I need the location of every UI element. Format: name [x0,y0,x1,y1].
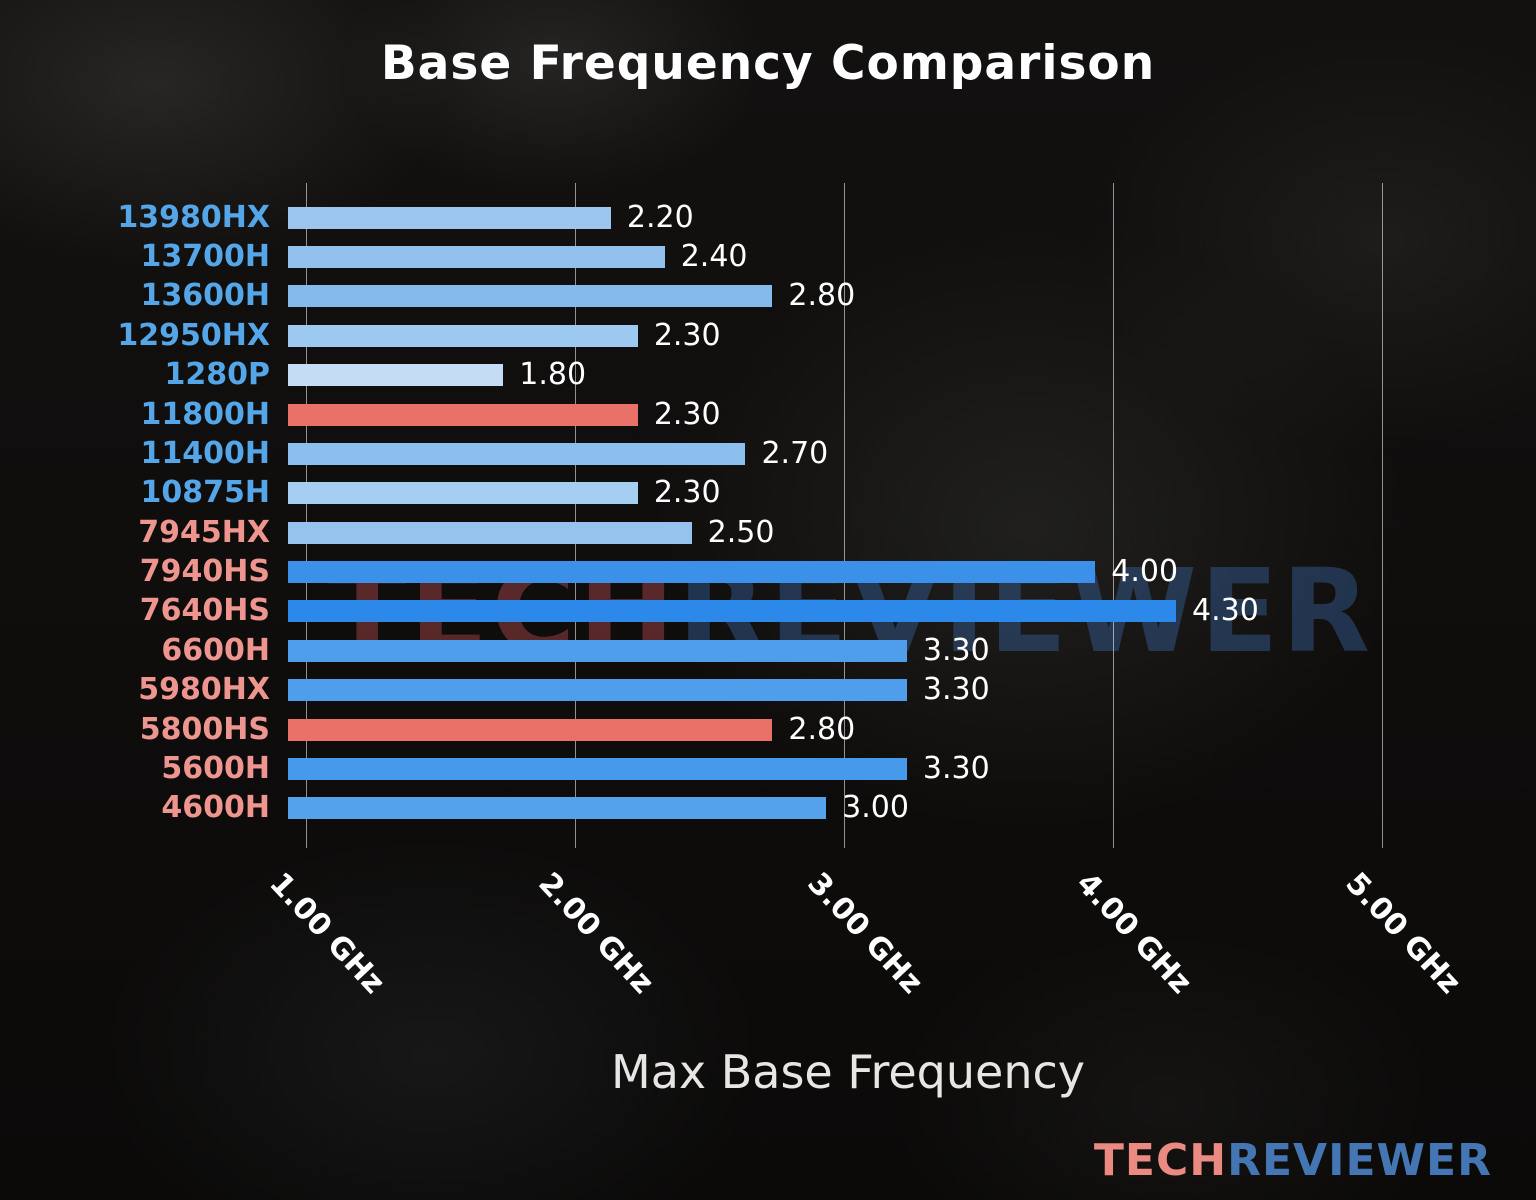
bar-track: 2.30 [288,474,1472,513]
logo-tech: TECH [1093,1135,1228,1186]
techreviewer-logo: TECHREVIEWER [1094,1135,1492,1186]
cpu-label: 1280P [164,357,270,393]
bar-value-label: 4.00 [1111,554,1179,590]
cpu-label: 5600H [161,750,270,786]
bar-track: 2.80 [288,710,1472,749]
bar-row: 13600H 2.80 [0,277,1536,316]
bar-row: 5980HX 3.30 [0,671,1536,710]
cpu-label: 5980HX [138,672,270,708]
bar-row: 6600H 3.30 [0,631,1536,670]
cpu-label: 7940HS [139,554,270,590]
bar [288,718,773,741]
bar [288,364,504,387]
x-tick-label: 2.00 GHz [531,866,661,1001]
bar-track: 1.80 [288,356,1472,395]
cpu-label: 6600H [161,632,270,668]
bar-track: 2.80 [288,277,1472,316]
cpu-label: 4600H [161,790,270,826]
bar-row: 5800HS 2.80 [0,710,1536,749]
bar-value-label: 2.40 [680,239,748,275]
bar-row: 7940HS 4.00 [0,552,1536,591]
bar-rows: 13980HX 2.20 13700H 2.40 13600H 2.80 12950HX 2.… [0,198,1536,828]
bar-value-label: 2.80 [788,278,856,314]
bar-track: 3.30 [288,749,1472,788]
bar-track: 2.20 [288,198,1472,237]
bar-track: 4.30 [288,592,1472,631]
bar-row: 1280P 1.80 [0,356,1536,395]
gridline [306,183,307,848]
bar [288,797,827,820]
bar [288,600,1176,623]
bar-track: 2.30 [288,395,1472,434]
bar-value-label: 2.80 [788,711,856,747]
bar [288,206,611,229]
cpu-label: 13600H [140,278,270,314]
bar-track: 3.00 [288,789,1472,828]
cpu-label: 5800HS [139,711,270,747]
bar-value-label: 2.50 [707,514,775,550]
x-tick-label: 4.00 GHz [1069,866,1199,1001]
cpu-label: 13700H [140,239,270,275]
bar-row: 5600H 3.30 [0,749,1536,788]
bar-track: 4.00 [288,552,1472,591]
bar-track: 2.70 [288,434,1472,473]
bar-row: 13700H 2.40 [0,237,1536,276]
bar-row: 11400H 2.70 [0,434,1536,473]
logo-reviewer: REVIEWER [1227,1135,1492,1186]
x-tick-label: 3.00 GHz [800,866,930,1001]
plot-area [306,183,1490,848]
bar [288,679,907,702]
x-ticks: 1.00 GHz 2.00 GHz 3.00 GHz 4.00 GHz 5.00 GHz [262,850,1490,1030]
bar [288,285,773,308]
gridline [844,183,846,848]
bar-value-label: 3.30 [922,672,990,708]
bar-row: 4600H 3.00 [0,789,1536,828]
cpu-label: 13980HX [117,199,270,235]
bar-value-label: 4.30 [1192,593,1259,629]
cpu-label: 11400H [140,435,270,471]
bar [288,482,638,505]
bar [288,521,692,544]
bar-row: 11800H 2.30 [0,395,1536,434]
bar-value-label: 2.30 [653,475,721,511]
bar-value-label: 3.30 [922,632,990,668]
bar-row: 13980HX 2.20 [0,198,1536,237]
bar [288,324,638,347]
bar-track: 2.30 [288,316,1472,355]
bar-track: 2.40 [288,237,1472,276]
x-tick-label: 1.00 GHz [262,866,392,1001]
bar [288,403,638,426]
gridline [1113,183,1115,848]
bar-track: 3.30 [288,671,1472,710]
cpu-label: 12950HX [117,317,270,353]
bar [288,442,746,465]
cpu-label: 11800H [140,396,270,432]
bar-value-label: 1.80 [519,357,587,393]
cpu-label: 7640HS [139,593,270,629]
bar-row: 7945HX 2.50 [0,513,1536,552]
x-tick-label: 5.00 GHz [1338,866,1468,1001]
bar-track: 3.30 [288,631,1472,670]
cpu-label: 10875H [140,475,270,511]
x-axis-title: Max Base Frequency [611,1045,1085,1099]
bar-value-label: 2.30 [653,396,721,432]
chart-title: Base Frequency Comparison [380,36,1156,91]
bar-value-label: 3.30 [922,750,990,786]
bar-track: 2.50 [288,513,1472,552]
bar [288,757,907,780]
bar-row: 12950HX 2.30 [0,316,1536,355]
cpu-label: 7945HX [138,514,270,550]
bar-row: 7640HS 4.30 [0,592,1536,631]
bar [288,639,907,662]
bar-value-label: 3.00 [842,790,909,826]
gridline [1382,183,1384,848]
bar-value-label: 2.70 [761,435,829,471]
bar [288,246,665,269]
bar-value-label: 2.20 [626,199,694,235]
bar [288,561,1096,584]
bar-row: 10875H 2.30 [0,474,1536,513]
bar-value-label: 2.30 [653,317,721,353]
gridline [575,183,577,848]
